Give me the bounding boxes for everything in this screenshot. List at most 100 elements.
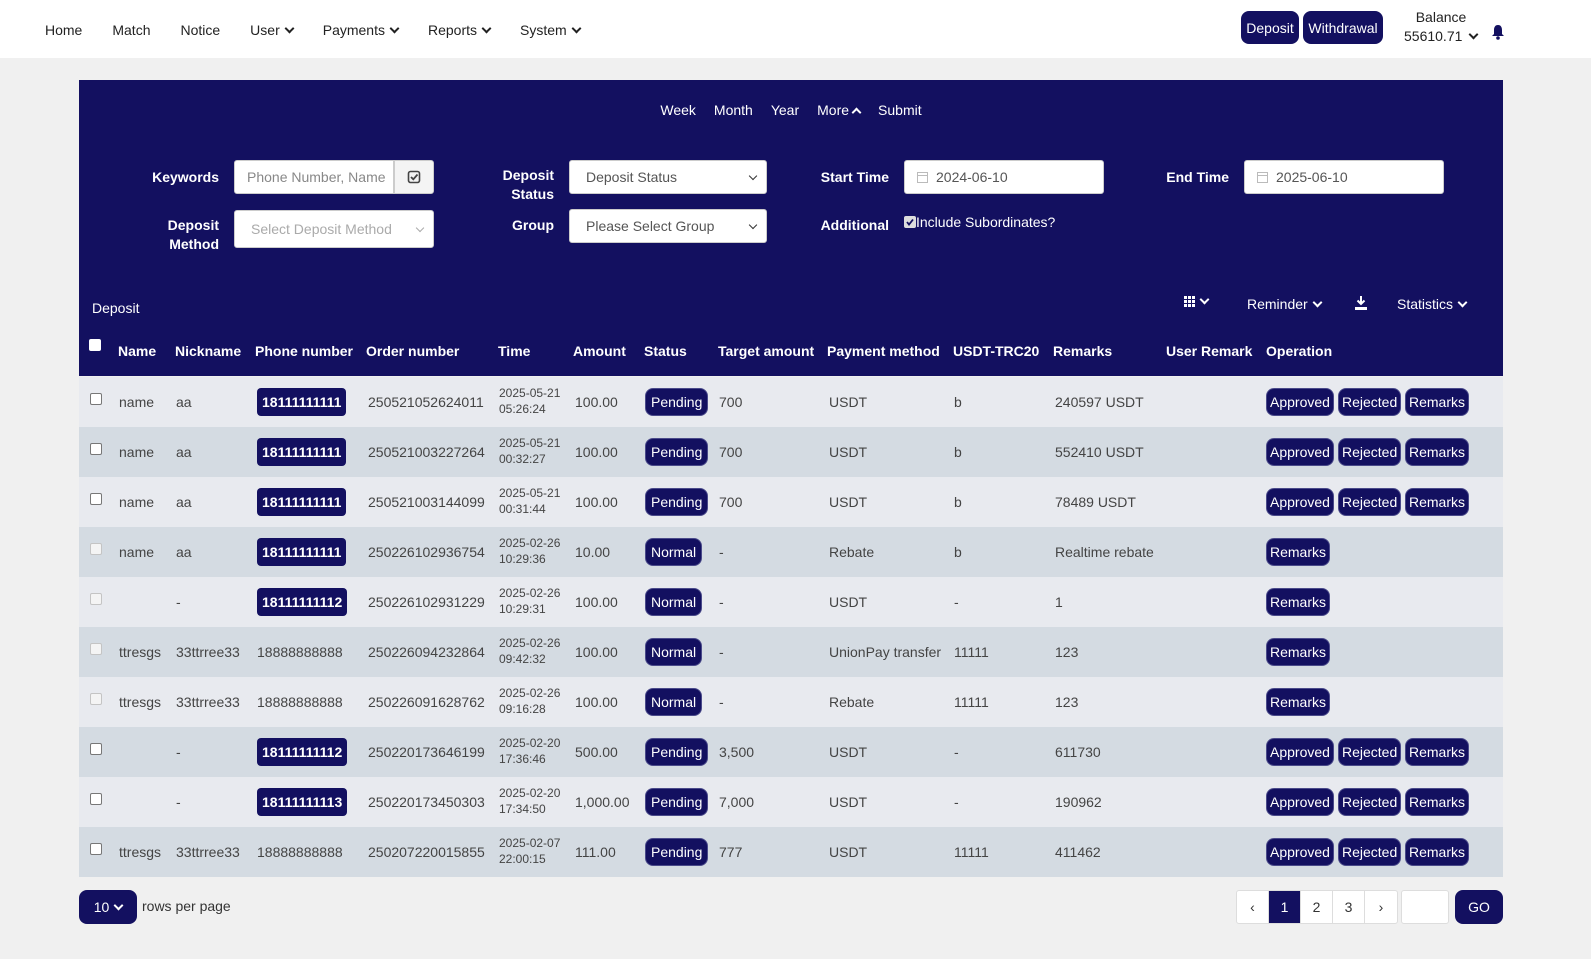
remarks-button[interactable]: Remarks [1405, 388, 1470, 416]
column-header-phone-number[interactable]: Phone number [255, 343, 354, 359]
keywords-check-button[interactable] [394, 160, 434, 194]
reject-button[interactable]: Rejected [1338, 788, 1402, 816]
column-header-operation[interactable]: Operation [1266, 343, 1333, 359]
reject-button[interactable]: Rejected [1338, 838, 1402, 866]
next-page-button[interactable]: › [1378, 899, 1384, 915]
remarks-button[interactable]: Remarks [1266, 688, 1331, 716]
phone-badge[interactable]: 18111111111 [257, 488, 347, 516]
year-button[interactable]: Year [770, 102, 800, 118]
page-button-1[interactable]: 1 [1269, 891, 1301, 923]
go-button[interactable]: GO [1455, 890, 1503, 924]
remarks-button[interactable]: Remarks [1405, 838, 1470, 866]
remarks-button[interactable]: Remarks [1266, 638, 1331, 666]
page-button-2[interactable]: 2 [1301, 891, 1333, 923]
row-checkbox[interactable] [90, 443, 102, 455]
nav-item-reports[interactable]: Reports [428, 22, 492, 38]
remarks-button[interactable]: Remarks [1405, 488, 1470, 516]
column-header-payment-method[interactable]: Payment method [827, 343, 940, 359]
time-cell: 2025-05-21 00:32:27 [499, 435, 560, 467]
row-checkbox[interactable] [90, 843, 102, 855]
approve-button[interactable]: Approved [1266, 788, 1334, 816]
nav-item-system[interactable]: System [520, 22, 582, 38]
select-all-checkbox[interactable] [89, 339, 101, 351]
approve-button[interactable]: Approved [1266, 438, 1334, 466]
reject-button[interactable]: Rejected [1338, 488, 1402, 516]
order-number-cell: 250521052624011 [368, 394, 484, 410]
remarks-button[interactable]: Remarks [1266, 588, 1331, 616]
remarks-button[interactable]: Remarks [1405, 788, 1470, 816]
reject-button[interactable]: Rejected [1338, 738, 1402, 766]
phone-badge[interactable]: 18111111113 [257, 788, 348, 816]
nav-item-notice[interactable]: Notice [180, 22, 220, 38]
status-badge: Pending [645, 488, 709, 516]
time-date: 2025-02-20 [499, 736, 561, 750]
remarks-button[interactable]: Remarks [1405, 438, 1470, 466]
balance-dropdown[interactable]: 55610.71 [1404, 28, 1479, 44]
approve-button[interactable]: Approved [1266, 838, 1334, 866]
phone-badge[interactable]: 18111111111 [257, 538, 347, 566]
row-checkbox[interactable] [90, 743, 102, 755]
amount-cell: 100.00 [575, 444, 618, 460]
phone-badge[interactable]: 18111111111 [257, 388, 347, 416]
columns-toggle[interactable] [1184, 294, 1210, 307]
approve-button[interactable]: Approved [1266, 738, 1334, 766]
group-select[interactable]: Please Select Group [569, 209, 767, 243]
row-checkbox[interactable] [90, 493, 102, 505]
approve-button[interactable]: Approved [1266, 388, 1334, 416]
page-jump-input[interactable] [1401, 890, 1449, 924]
phone-cell: 18888888888 [257, 644, 343, 660]
amount-cell: 1,000.00 [575, 794, 630, 810]
include-subordinates-option[interactable]: Include Subordinates? [904, 214, 1055, 230]
keywords-input[interactable]: Phone Number, Name [234, 160, 394, 194]
column-header-nickname[interactable]: Nickname [175, 343, 242, 359]
phone-badge[interactable]: 18111111112 [257, 588, 348, 616]
row-checkbox[interactable] [90, 793, 102, 805]
deposit-method-select[interactable]: Select Deposit Method [234, 210, 434, 248]
row-checkbox[interactable] [90, 393, 102, 405]
time-clock: 00:32:27 [499, 452, 546, 466]
column-header-usdt-trc20[interactable]: USDT-TRC20 [953, 343, 1040, 359]
bell-icon[interactable] [1491, 24, 1505, 40]
month-button[interactable]: Month [713, 102, 753, 118]
column-header-status[interactable]: Status [644, 343, 687, 359]
nav-item-match[interactable]: Match [112, 22, 150, 38]
submit-button[interactable]: Submit [878, 102, 922, 118]
column-header-remarks[interactable]: Remarks [1053, 343, 1113, 359]
reminder-dropdown[interactable]: Reminder [1247, 296, 1323, 312]
column-header-amount[interactable]: Amount [573, 343, 626, 359]
remarks-button[interactable]: Remarks [1405, 738, 1470, 766]
column-header-order-number[interactable]: Order number [366, 343, 460, 359]
remarks-cell: 240597 USDT [1055, 394, 1144, 410]
column-header-user-remark[interactable]: User Remark [1166, 343, 1253, 359]
reject-button[interactable]: Rejected [1338, 438, 1402, 466]
remarks-cell: Realtime rebate [1055, 544, 1154, 560]
nav-item-home[interactable]: Home [45, 22, 82, 38]
column-header-time[interactable]: Time [498, 343, 531, 359]
nav-item-payments[interactable]: Payments [323, 22, 400, 38]
time-cell: 2025-02-20 17:34:50 [499, 785, 560, 817]
nav-item-user[interactable]: User [250, 22, 295, 38]
prev-page-button[interactable]: ‹ [1237, 891, 1269, 923]
approve-button[interactable]: Approved [1266, 488, 1334, 516]
deposit-status-select[interactable]: Deposit Status [569, 160, 767, 194]
page-button-3[interactable]: 3 [1333, 891, 1365, 923]
statistics-dropdown[interactable]: Statistics [1397, 296, 1468, 312]
rows-per-page-select[interactable]: 10 [79, 890, 137, 924]
more-button[interactable]: More [817, 102, 862, 118]
phone-badge[interactable]: 18111111111 [257, 438, 347, 466]
status-badge: Pending [645, 388, 709, 416]
include-subordinates-checkbox[interactable] [904, 216, 916, 228]
column-header-name[interactable]: Name [118, 343, 157, 359]
reject-button[interactable]: Rejected [1338, 388, 1402, 416]
withdrawal-button[interactable]: Withdrawal [1303, 11, 1383, 44]
start-time-input[interactable]: 2024-06-10 [904, 160, 1104, 194]
amount-cell: 100.00 [575, 394, 618, 410]
nav-item-label: System [520, 22, 567, 38]
deposit-button[interactable]: Deposit [1241, 11, 1299, 44]
week-button[interactable]: Week [660, 102, 696, 118]
phone-badge[interactable]: 18111111112 [257, 738, 348, 766]
export-button[interactable] [1354, 295, 1368, 311]
remarks-button[interactable]: Remarks [1266, 538, 1331, 566]
column-header-target-amount[interactable]: Target amount [718, 343, 815, 359]
end-time-input[interactable]: 2025-06-10 [1244, 160, 1444, 194]
